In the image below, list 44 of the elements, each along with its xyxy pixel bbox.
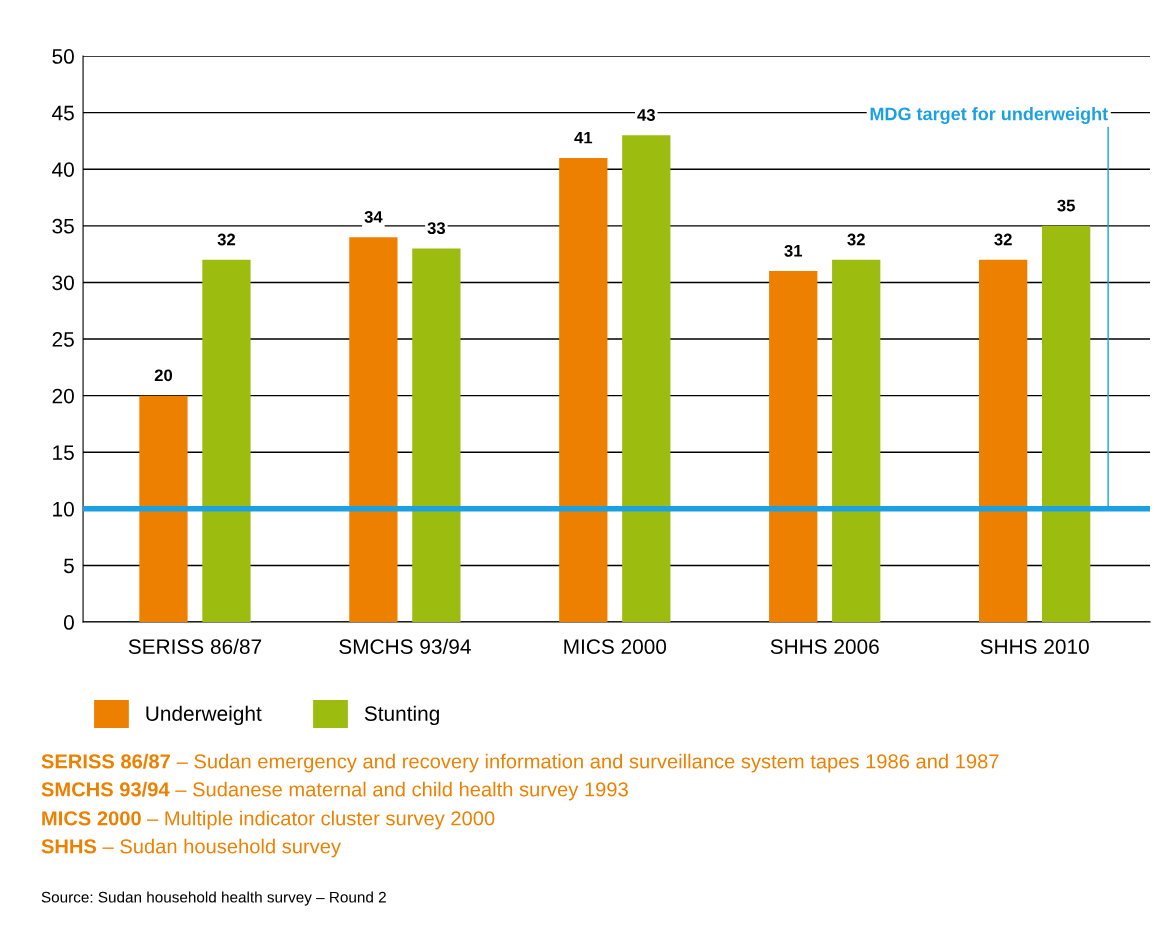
bar <box>202 259 251 623</box>
text: SHHS – Sudan household survey <box>41 838 341 858</box>
bar <box>412 248 461 623</box>
data-label: 33 <box>427 222 446 235</box>
ref-line-label: MDG target for underweight <box>870 107 1108 124</box>
y-tick-label: 25 <box>52 332 74 347</box>
x-tick-label: SHHS 2006 <box>770 639 879 655</box>
data-label: 31 <box>784 244 803 257</box>
x-tick-label: MICS 2000 <box>564 639 667 655</box>
bar <box>622 135 671 623</box>
data-label: 43 <box>637 109 655 121</box>
y-tick-label: 5 <box>63 558 74 574</box>
text: SERISS 86/87 – Sudan emergency and recovery information and surveillance system tapes 1986 and 1987 <box>41 753 999 773</box>
text: SMCHS 93/94 – Sudanese maternal and child health survey 1993 <box>41 781 628 801</box>
bar <box>832 259 881 623</box>
x-tick-label: SERISS 86/87 <box>128 638 262 655</box>
data-label: 32 <box>994 233 1012 246</box>
data-label: 41 <box>574 131 593 144</box>
source-note: Source: Sudan household health survey – Round 2 <box>41 891 386 906</box>
bar <box>349 237 398 623</box>
y-tick-label: 40 <box>52 162 74 177</box>
y-tick-label: 10 <box>53 501 74 517</box>
bar <box>559 157 608 623</box>
y-tick-label: 15 <box>53 445 74 460</box>
bar <box>139 395 188 623</box>
y-tick-label: 0 <box>63 615 74 630</box>
bar <box>979 259 1028 623</box>
y-tick-label: 50 <box>52 49 74 64</box>
data-label: 34 <box>364 210 383 223</box>
bar <box>769 271 818 623</box>
bar <box>1042 225 1091 623</box>
data-label: 35 <box>1057 199 1075 212</box>
data-label: 20 <box>154 369 173 382</box>
y-tick-label: 30 <box>52 275 74 291</box>
legend-label: Stunting <box>364 705 439 726</box>
y-tick-label: 35 <box>52 218 74 234</box>
x-tick-label: SHHS 2010 <box>980 639 1089 655</box>
legend-label: Underweight <box>146 705 262 726</box>
y-tick-label: 45 <box>52 105 74 121</box>
data-label: 32 <box>847 233 865 246</box>
y-tick-label: 20 <box>52 388 74 404</box>
data-label: 32 <box>217 233 236 246</box>
text: MICS 2000 – Multiple indicator cluster survey 2000 <box>42 810 495 830</box>
x-tick-label: SMCHS 93/94 <box>339 638 471 655</box>
